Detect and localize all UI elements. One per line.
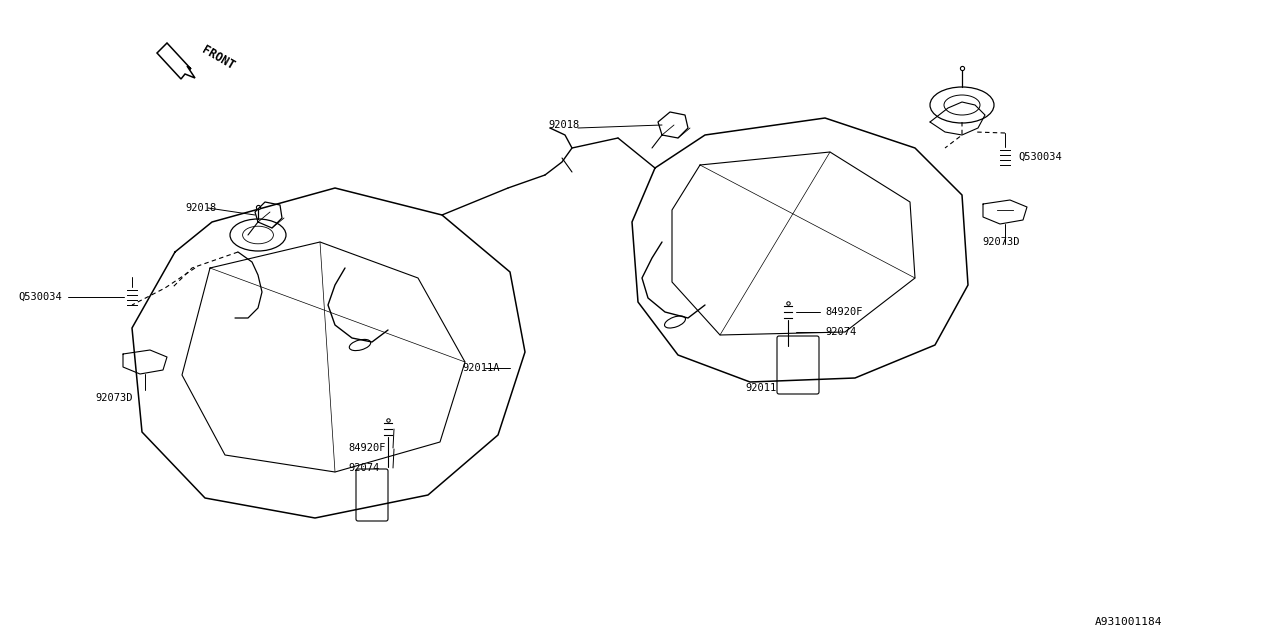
Text: FRONT: FRONT bbox=[200, 43, 237, 72]
Text: 92011A: 92011A bbox=[462, 363, 499, 373]
Text: 92073D: 92073D bbox=[95, 393, 133, 403]
Text: 92018: 92018 bbox=[186, 203, 216, 213]
Text: 92074: 92074 bbox=[826, 327, 856, 337]
Text: 92011: 92011 bbox=[745, 383, 776, 393]
Text: 92074: 92074 bbox=[348, 463, 379, 473]
Text: 84920F: 84920F bbox=[826, 307, 863, 317]
Text: A931001184: A931001184 bbox=[1094, 617, 1162, 627]
Text: Q530034: Q530034 bbox=[1018, 152, 1061, 162]
Text: 92018: 92018 bbox=[548, 120, 580, 130]
Text: 84920F: 84920F bbox=[348, 443, 385, 453]
Text: 92073D: 92073D bbox=[982, 237, 1019, 247]
Text: Q530034: Q530034 bbox=[18, 292, 61, 302]
